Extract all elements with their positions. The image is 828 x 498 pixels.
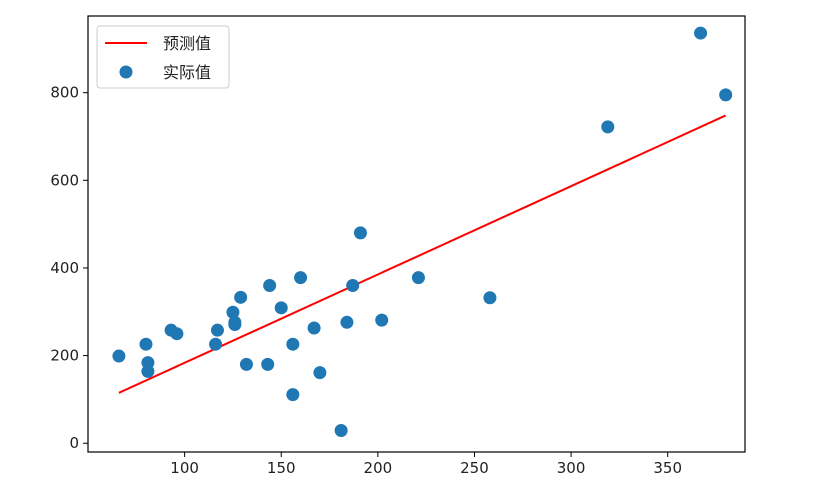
- actual-point: [263, 278, 277, 292]
- actual-point: [411, 271, 425, 285]
- actual-point: [274, 301, 288, 315]
- legend-label: 实际值: [163, 63, 211, 82]
- actual-point: [601, 120, 615, 134]
- y-tick-label: 200: [50, 347, 79, 365]
- x-tick-label: 100: [170, 459, 199, 477]
- actual-point: [170, 327, 184, 341]
- y-tick-label: 400: [50, 259, 79, 277]
- x-tick-label: 150: [267, 459, 296, 477]
- actual-point: [334, 424, 348, 438]
- actual-point: [346, 278, 360, 292]
- plot-frame: [87, 15, 746, 453]
- actual-point: [313, 366, 327, 380]
- actual-point: [209, 337, 223, 351]
- actual-point: [234, 290, 248, 304]
- x-tick-label: 300: [557, 459, 586, 477]
- legend-label: 预测值: [163, 34, 211, 53]
- actual-point: [353, 226, 367, 240]
- actual-point: [375, 313, 389, 327]
- actual-point: [294, 271, 308, 285]
- y-tick-label: 800: [50, 84, 79, 102]
- actual-point: [226, 305, 240, 319]
- actual-point: [210, 323, 224, 337]
- actual-point: [239, 357, 253, 371]
- actual-point: [483, 291, 497, 305]
- series-layer: [112, 26, 733, 438]
- x-tick-label: 350: [653, 459, 682, 477]
- x-tick-label: 250: [460, 459, 489, 477]
- actual-point: [228, 315, 242, 329]
- actual-point: [307, 321, 321, 335]
- y-tick-label: 0: [69, 434, 79, 452]
- y-tick-label: 600: [50, 171, 79, 189]
- x-tick-label: 200: [364, 459, 393, 477]
- prediction-line: [118, 114, 727, 394]
- actual-point: [286, 337, 300, 351]
- actual-point: [694, 26, 708, 40]
- actual-point: [286, 388, 300, 402]
- actual-point: [719, 88, 733, 102]
- actual-point: [139, 337, 153, 351]
- actual-point: [261, 357, 275, 371]
- legend-marker-swatch: [119, 65, 133, 79]
- actual-point: [340, 315, 354, 329]
- axes-layer: 100 150 200 250 300 350 0 200 400 600 800: [50, 15, 746, 477]
- actual-point: [112, 349, 126, 363]
- actual-point: [141, 364, 155, 378]
